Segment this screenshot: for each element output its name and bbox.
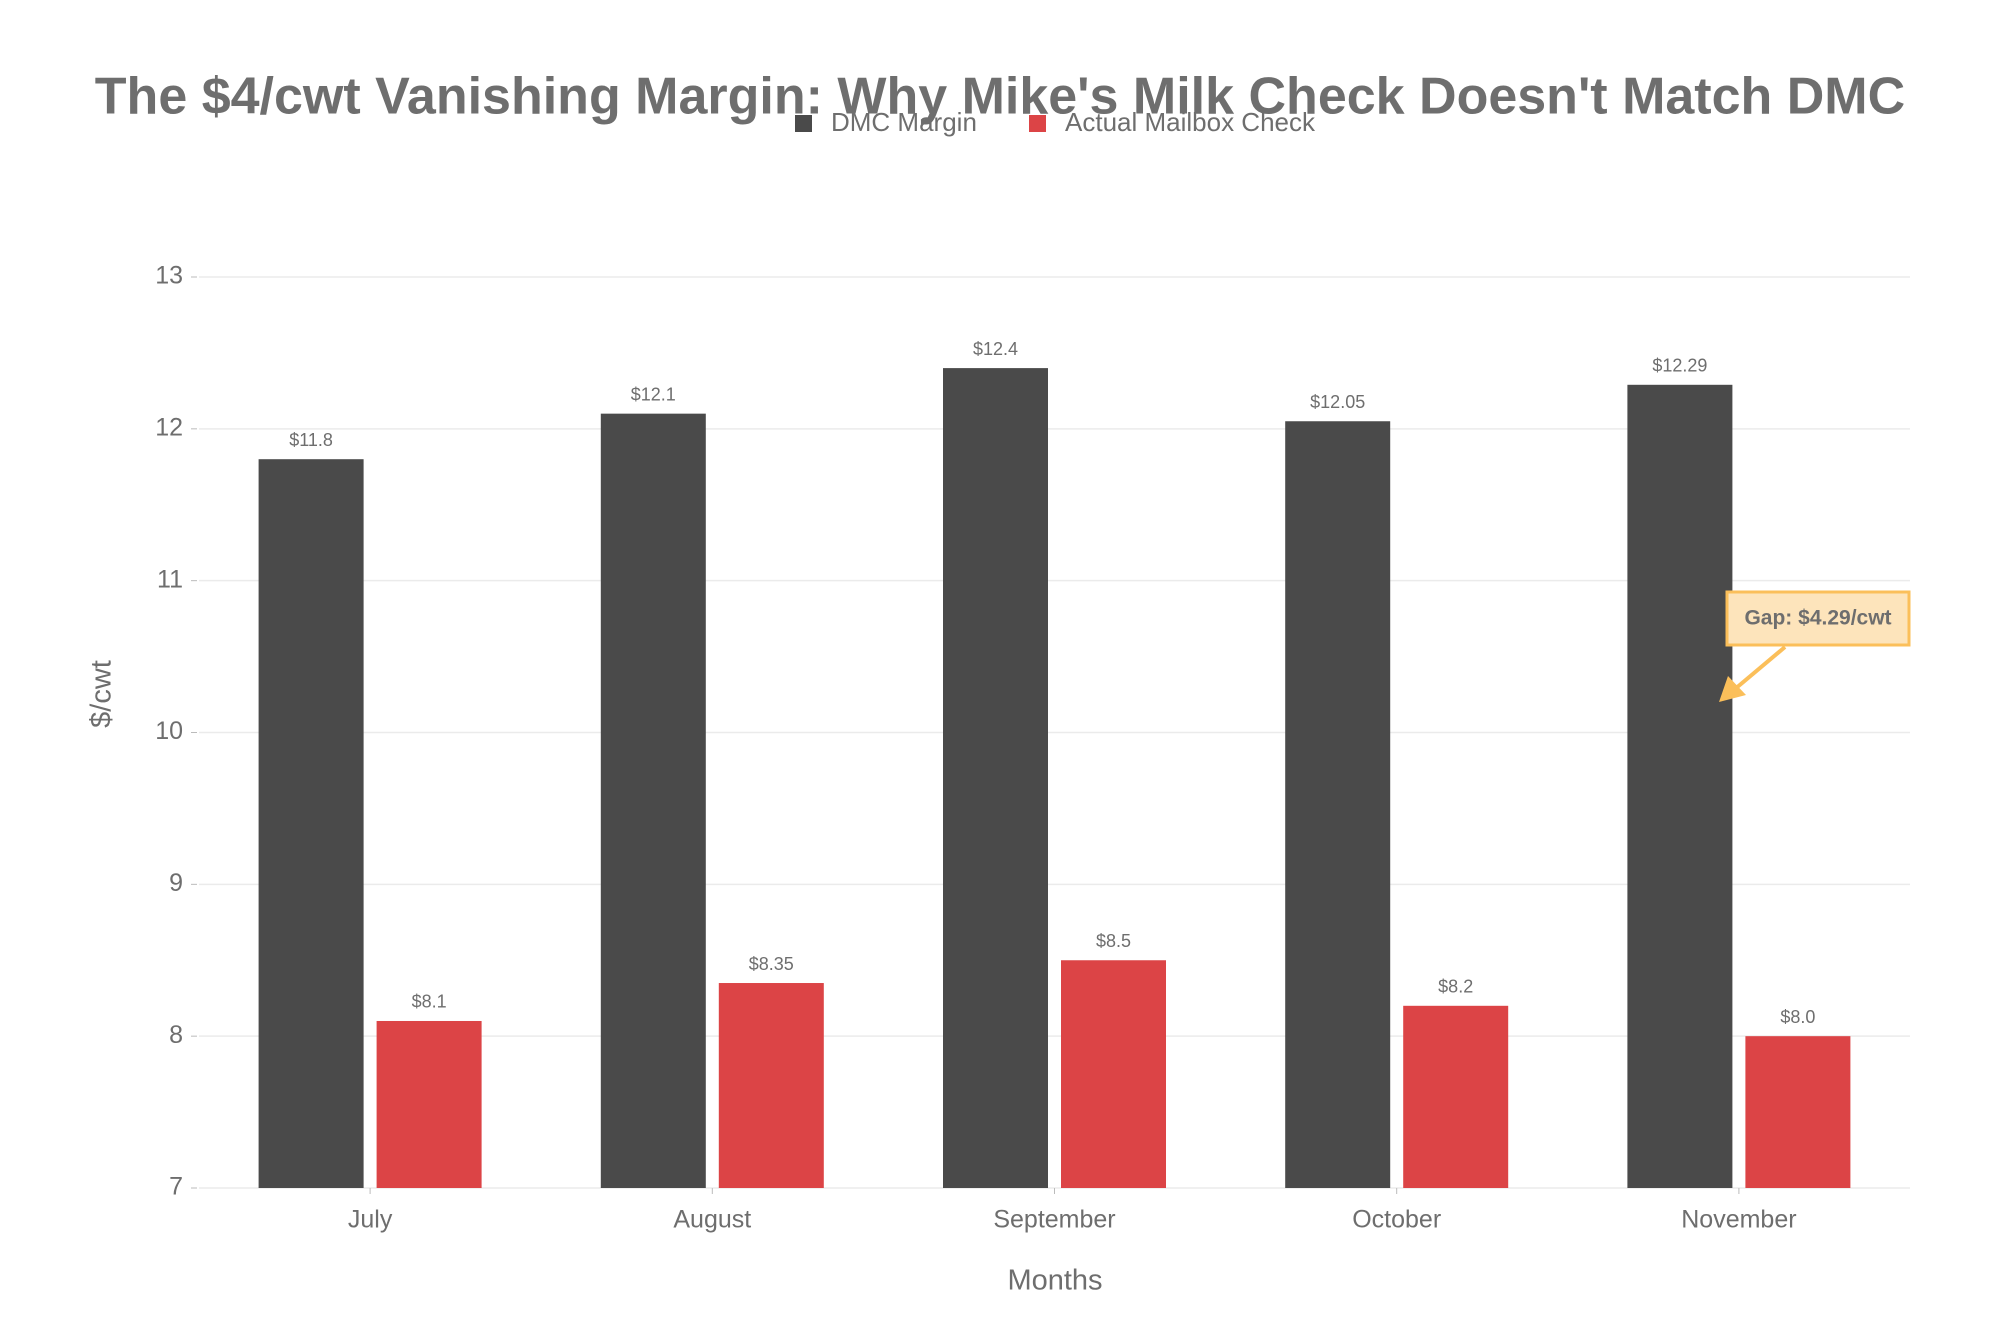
bar	[718, 983, 824, 1188]
x-tick-label: October	[1352, 1206, 1441, 1234]
chart-title: The $4/cwt Vanishing Margin: Why Mike's …	[95, 68, 1905, 126]
bar	[1285, 421, 1391, 1188]
y-tick-label: 7	[169, 1173, 183, 1201]
legend-label: Actual Mailbox Check	[1065, 107, 1316, 137]
x-axis-title: Months	[1007, 1265, 1102, 1297]
annotation-box	[1725, 590, 1911, 647]
bar	[943, 368, 1048, 1189]
y-tick-label: 8	[169, 1021, 183, 1049]
y-tick-label: 11	[157, 565, 183, 593]
value-label: $8.5	[1096, 931, 1131, 951]
value-label: $12.4	[973, 339, 1018, 359]
bar	[1745, 1036, 1851, 1188]
bar	[376, 1020, 482, 1188]
y-tick-label: 9	[169, 869, 183, 897]
value-label: $8.0	[1780, 1007, 1815, 1027]
value-label: $12.1	[631, 384, 676, 404]
y-axis-title: $/cwt	[86, 660, 118, 728]
legend-swatch	[1029, 115, 1046, 132]
bar	[258, 459, 364, 1188]
x-tick-label: July	[348, 1206, 393, 1234]
annotation-text: Gap: $4.29/cwt	[1744, 607, 1891, 630]
y-tick-label: 13	[155, 262, 183, 290]
bar	[1627, 384, 1733, 1189]
x-tick-label: November	[1681, 1206, 1796, 1234]
annotation-arrowhead	[1719, 676, 1746, 702]
x-tick-label: September	[993, 1206, 1115, 1234]
bar	[1061, 960, 1166, 1188]
legend-label: DMC Margin	[831, 107, 977, 137]
bar	[1403, 1005, 1509, 1188]
y-tick-label: 12	[155, 413, 183, 441]
value-label: $11.8	[289, 430, 333, 450]
value-label: $8.35	[749, 954, 794, 974]
legend-swatch	[795, 115, 812, 132]
value-label: $12.05	[1310, 392, 1365, 412]
value-label: $8.1	[412, 992, 447, 1012]
y-tick-label: 10	[155, 717, 183, 745]
x-tick-label: August	[673, 1206, 751, 1234]
value-label: $8.2	[1438, 977, 1473, 997]
bar	[600, 413, 706, 1188]
annotation-arrow	[1733, 645, 1787, 691]
value-label: $12.29	[1652, 356, 1707, 376]
